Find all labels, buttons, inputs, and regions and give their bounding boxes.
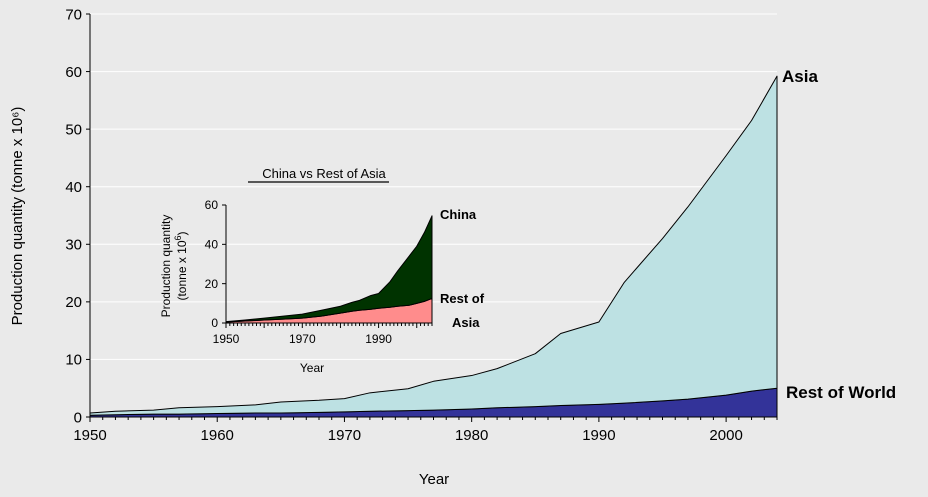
inset-y-tick-label: 60: [205, 198, 219, 212]
label-rest-of-asia-line2: Asia: [452, 315, 480, 330]
inset-y-tick-label: 40: [205, 238, 219, 252]
inset-y-axis-title-part: (tonne x 10: [175, 240, 189, 300]
inset-area-china: [225, 215, 433, 323]
main-y-tick-label: 40: [65, 179, 82, 196]
inset-chart: 0 20 40 60 1950 1970 1990 China vs Rest of Asia…: [159, 166, 485, 375]
main-y-tick-label: 70: [65, 6, 82, 23]
main-y-tick-label: 60: [65, 64, 82, 81]
label-rest-of-world: Rest of World: [786, 383, 896, 402]
main-area-asia: [89, 75, 778, 416]
main-y-tick-label: 10: [65, 352, 82, 369]
inset-y-axis-title-line1: Production quantity: [159, 215, 173, 318]
inset-title: China vs Rest of Asia: [262, 166, 386, 181]
inset-y-axis-title-superscript: 6: [173, 235, 183, 240]
inset-y-tick-label: 0: [211, 316, 218, 330]
label-asia: Asia: [782, 67, 818, 86]
inset-y-axis-title-part: ): [175, 231, 189, 235]
inset-y-tick-label: 20: [205, 277, 219, 291]
main-x-axis-title: Year: [419, 471, 449, 488]
inset-x-axis-title: Year: [300, 361, 324, 375]
inset-x-tick-label: 1990: [365, 332, 392, 346]
main-y-tick-label: 0: [74, 409, 82, 426]
inset-x-tick-label: 1970: [289, 332, 316, 346]
label-china: China: [440, 207, 477, 222]
main-y-tick-label: 50: [65, 121, 82, 138]
main-x-tick-label: 1950: [73, 427, 106, 444]
main-y-tick-label: 30: [65, 237, 82, 254]
main-x-tick-label: 2000: [709, 427, 742, 444]
main-x-tick-label: 1960: [201, 427, 234, 444]
main-y-tick-label: 20: [65, 294, 82, 311]
main-x-tick-label: 1990: [582, 427, 615, 444]
inset-y-axis-title-line2: (tonne x 106): [173, 231, 189, 300]
main-x-tick-label: 1970: [328, 427, 361, 444]
label-rest-of-asia-line1: Rest of: [440, 291, 485, 306]
main-y-axis-title: Production quantity (tonne x 10⁶): [9, 107, 26, 326]
inset-x-tick-label: 1950: [213, 332, 240, 346]
main-x-tick-label: 1980: [455, 427, 488, 444]
